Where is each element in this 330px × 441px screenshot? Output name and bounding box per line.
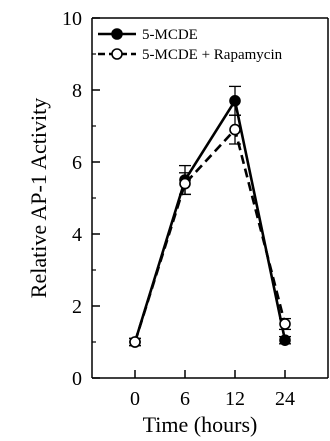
- y-axis-title: Relative AP-1 Activity: [26, 98, 51, 298]
- series-1: [129, 114, 291, 348]
- legend-label: 5-MCDE: [142, 27, 198, 43]
- open-point: [129, 336, 141, 348]
- legend: 5-MCDE 5-MCDE + Rapamycin: [98, 27, 283, 63]
- y-tick-label: 4: [72, 224, 82, 246]
- filled-point: [279, 334, 291, 347]
- y-tick-label: 10: [62, 8, 82, 30]
- y-tick-label: 0: [72, 368, 82, 390]
- x-tick-label: 0: [130, 388, 140, 410]
- x-tick-label: 6: [180, 388, 190, 410]
- y-tick-label: 8: [72, 80, 82, 102]
- x-tick-label: 24: [275, 388, 295, 410]
- series-layer: [129, 85, 291, 348]
- legend-item-0: 5-MCDE: [98, 27, 198, 43]
- y-tick-label: 6: [72, 152, 82, 174]
- x-axis-title: Time (hours): [143, 412, 258, 437]
- open-point: [229, 123, 241, 136]
- series-0: [129, 85, 291, 348]
- series-line: [133, 126, 287, 343]
- open-point: [179, 177, 191, 190]
- legend-marker: [111, 48, 123, 60]
- x-tick-label: 12: [225, 388, 245, 410]
- filled-point: [229, 95, 241, 107]
- legend-item-1: 5-MCDE + Rapamycin: [98, 47, 283, 63]
- series-line: [133, 97, 287, 343]
- y-tick-label: 2: [72, 296, 82, 318]
- open-point: [279, 318, 291, 330]
- legend-label: 5-MCDE + Rapamycin: [142, 47, 283, 63]
- legend-marker: [111, 28, 123, 40]
